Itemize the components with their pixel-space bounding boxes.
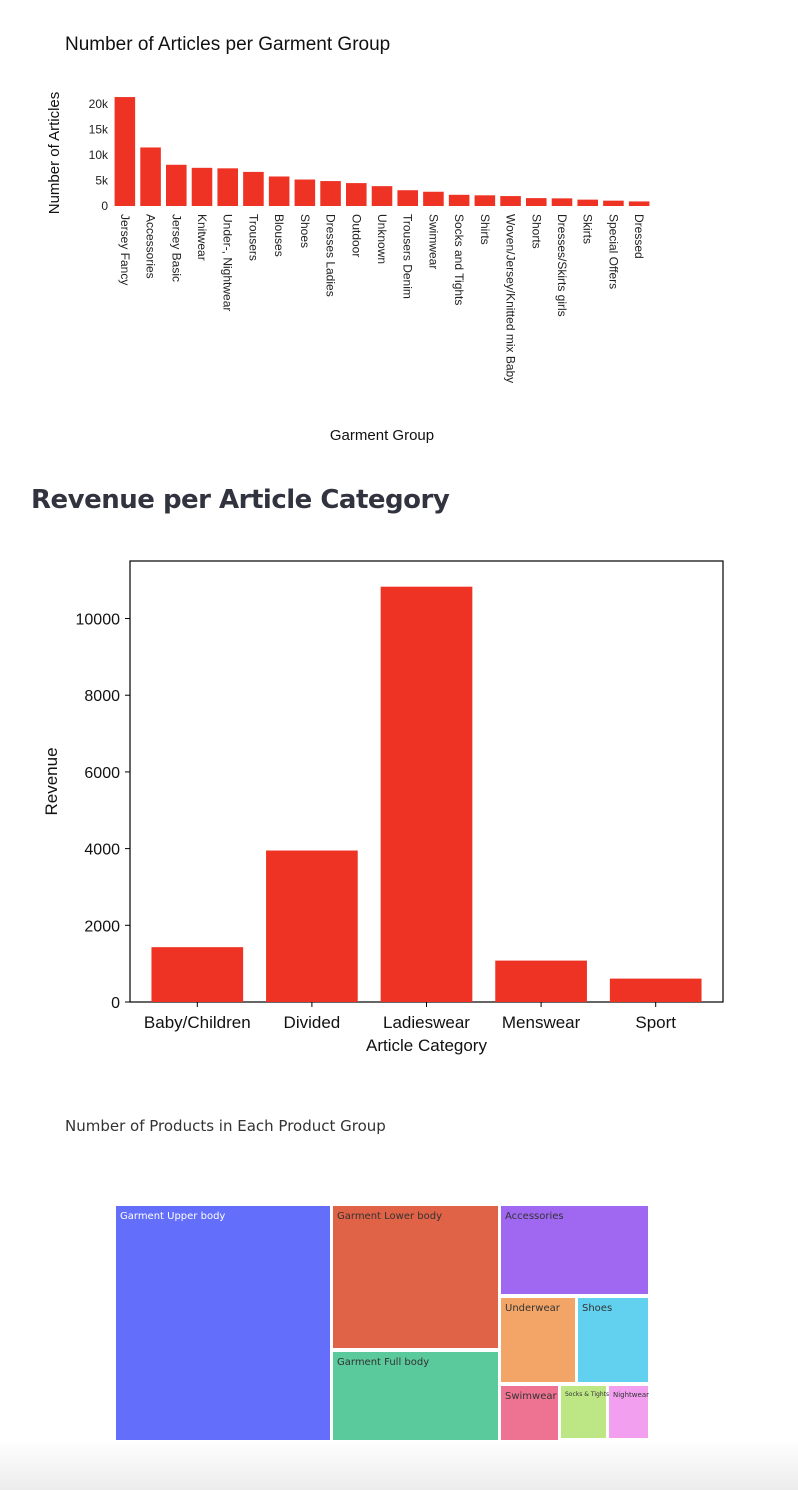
treemap-tile-label: Garment Upper body	[120, 1211, 226, 1222]
bar-jersey-fancy	[114, 97, 136, 206]
bar-socks-and-tights	[448, 194, 470, 206]
treemap-tile-small	[630, 1441, 633, 1445]
y-tick-label: 5k	[95, 174, 109, 188]
treemap-tile-small	[634, 1441, 637, 1445]
bar-ladieswear	[380, 586, 473, 1002]
bar-shoes	[294, 179, 316, 206]
bar-divided	[266, 850, 358, 1002]
x-axis-label: Garment Group	[330, 427, 434, 444]
treemap-tile-garment-full-body: Garment Full body	[333, 1352, 498, 1446]
bar-skirts	[577, 199, 598, 206]
bar-baby-children	[151, 947, 244, 1002]
y-tick-label: 0	[111, 995, 120, 1012]
treemap-tile-label: Underwear	[505, 1303, 560, 1314]
x-tick-label: Jersey Fancy	[118, 214, 132, 285]
x-tick-label: Shirts	[478, 214, 492, 245]
treemap-tile-label: Swimwear	[505, 1391, 557, 1402]
y-tick-label: 6000	[84, 765, 120, 782]
treemap-tile-garment-upper-body: Garment Upper body	[116, 1206, 330, 1446]
chart1-title: Number of Articles per Garment Group	[65, 34, 391, 55]
y-tick-label: 20k	[89, 97, 109, 111]
y-tick-label: 0	[101, 199, 108, 213]
x-tick-label: Blouses	[272, 214, 286, 257]
bar-sport	[609, 978, 702, 1002]
bar-blouses	[268, 176, 290, 206]
y-tick-label: 8000	[84, 688, 120, 705]
treemap-tile-swimwear: Swimwear	[501, 1386, 558, 1446]
bottom-fade	[0, 1440, 798, 1490]
x-axis-label: Article Category	[366, 1036, 487, 1055]
bar-special-offers	[603, 200, 624, 206]
x-tick-label: Special Offers	[606, 214, 620, 289]
x-tick-label: Ladieswear	[383, 1013, 470, 1032]
treemap-tile-small	[641, 1441, 643, 1445]
x-tick-label: Dresses Ladies	[324, 214, 338, 297]
bar-swimwear	[423, 191, 444, 206]
treemap-tile-small	[624, 1441, 629, 1445]
x-tick-label: Socks and Tights	[452, 214, 466, 305]
bar-dresses-ladies	[320, 181, 341, 206]
treemap-tile-label: Accessories	[505, 1211, 564, 1222]
bar-shirts	[474, 195, 496, 206]
bar-under-nightwear	[217, 168, 238, 206]
y-tick-label: 10k	[89, 148, 109, 162]
x-tick-label: Dresses/Skirts girls	[555, 214, 569, 317]
x-tick-label: Shorts	[529, 214, 543, 249]
x-tick-label: Woven/Jersey/Knitted mix Baby	[504, 214, 518, 383]
x-tick-label: Sport	[635, 1013, 676, 1032]
x-tick-label: Shoes	[298, 214, 312, 248]
treemap-tile-label: Socks & Tights	[565, 1391, 610, 1398]
treemap-tile-garment-lower-body: Garment Lower body	[333, 1206, 498, 1348]
x-tick-label: Under-, Nightwear	[221, 214, 235, 311]
y-axis-label: Number of Articles	[46, 92, 63, 215]
bar-knitwear	[191, 167, 213, 206]
y-tick-label: 4000	[84, 842, 120, 859]
bar-menswear	[495, 960, 587, 1002]
bar-trousers	[243, 171, 264, 206]
treemap-tile-small	[609, 1441, 623, 1445]
bar-trousers-denim	[397, 190, 418, 206]
bar-unknown	[371, 186, 393, 206]
bar-dressed	[628, 201, 650, 206]
treemap-tile-label: Garment Lower body	[337, 1211, 443, 1222]
treemap-tile-shoes: Shoes	[578, 1298, 648, 1382]
x-tick-label: Knitwear	[195, 214, 209, 261]
bar-accessories	[140, 147, 161, 206]
chart3-title: Number of Products in Each Product Group	[65, 1117, 386, 1135]
y-tick-label: 15k	[89, 123, 109, 137]
treemap-tile-label: Garment Full body	[337, 1357, 430, 1368]
x-tick-label: Menswear	[502, 1013, 581, 1032]
x-tick-label: Trousers Denim	[401, 214, 415, 299]
x-tick-label: Jersey Basic	[169, 214, 183, 282]
y-tick-label: 10000	[76, 612, 121, 629]
x-tick-label: Dressed	[632, 214, 646, 259]
x-tick-label: Unknown	[375, 214, 389, 264]
x-tick-label: Divided	[284, 1013, 341, 1032]
x-tick-label: Outdoor	[349, 214, 363, 257]
bar-outdoor	[346, 183, 367, 206]
x-tick-label: Swimwear	[426, 214, 440, 269]
x-tick-label: Trousers	[246, 214, 260, 261]
treemap-tile-label: Shoes	[582, 1303, 613, 1314]
x-tick-label: Skirts	[581, 214, 595, 244]
x-tick-label: Accessories	[144, 214, 158, 279]
bar-dresses-skirts-girls	[551, 198, 573, 206]
chart1-garment-group-bars: 0 5k 10k 15k 20k Jersey Fancy Accessories Jerse…	[46, 92, 650, 444]
treemap-tile-accessories: Accessories	[501, 1206, 648, 1294]
y-tick-label: 2000	[84, 918, 120, 935]
bar-shorts	[526, 198, 547, 206]
bar-woven-jersey-knitted-mix-baby	[500, 196, 521, 206]
treemap-tile-small	[638, 1441, 640, 1445]
y-axis-label: Revenue	[42, 747, 61, 815]
x-tick-label: Baby/Children	[144, 1013, 251, 1032]
treemap-tile-socks-tights: Socks & Tights	[561, 1386, 610, 1438]
section-heading-revenue: Revenue per Article Category	[31, 485, 450, 515]
chart2-revenue-bars: 0 2000 4000 6000 8000 10000 Baby/Children Divid…	[42, 560, 724, 1055]
treemap-tile-label: Nightwear	[613, 1391, 650, 1399]
bar-jersey-basic	[166, 164, 187, 206]
treemap-tile-underwear: Underwear	[501, 1298, 575, 1382]
treemap-tile-nightwear: Nightwear	[609, 1386, 650, 1438]
